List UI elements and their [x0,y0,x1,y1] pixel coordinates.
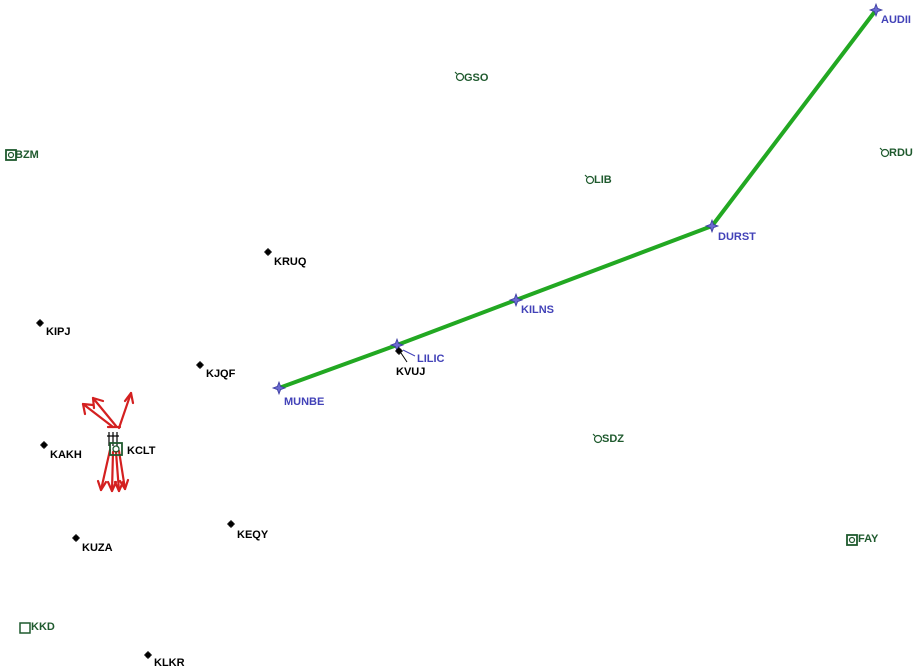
navaid-label: SDZ [602,433,624,445]
airport-kakh[interactable]: KAKH [40,441,82,461]
vor-icon [584,174,595,185]
waypoint-icon [508,292,524,308]
airport-icon [196,361,204,369]
box-icon [19,622,31,634]
waypoint-munbe[interactable]: MUNBE [271,380,324,408]
ndb-box-icon [5,149,17,161]
waypoint-label: MUNBE [284,396,324,408]
navaid-label: GSO [464,72,489,84]
airport-icon [144,651,152,659]
waypoint-label: KILNS [521,304,554,316]
waypoint-label: AUDII [881,14,911,26]
airport-label: KIPJ [46,326,70,338]
airport-icon [395,347,403,355]
navaid-label: KKD [31,621,55,633]
vor-icon [879,147,890,158]
waypoint-label: LILIC [417,353,445,365]
waypoint-lilic[interactable]: LILIC [389,337,445,365]
navaid-label: RDU [889,147,913,159]
airport-label: KAKH [50,449,82,461]
airport-label: KVUJ [396,366,425,378]
airport-kclt[interactable]: KCLT [81,391,156,493]
waypoint-icon [868,2,884,18]
airport-kvuj[interactable]: KVUJ [395,347,425,378]
airport-label: KRUQ [274,256,307,268]
airport-icon [264,248,272,256]
navaid-bzm[interactable]: BZM [5,149,39,161]
waypoint-label: DURST [718,231,756,243]
ndb-box-icon [846,534,858,546]
vor-icon [592,433,603,444]
airport-label: KEQY [237,529,269,541]
airport-klkr[interactable]: KLKR [144,651,185,667]
waypoint-icon [271,380,287,396]
airport-icon [36,319,44,327]
airport-icon [227,520,235,528]
navaid-label: FAY [858,533,879,545]
traffic-arrows [81,391,135,493]
airport-box-icon [109,442,123,456]
waypoint-durst[interactable]: DURST [704,218,756,243]
airport-label: KCLT [127,445,156,457]
leader-line [402,349,416,357]
airport-keqy[interactable]: KEQY [227,520,269,541]
flight-route-line[interactable] [277,8,878,390]
airport-kjqf[interactable]: KJQF [196,361,236,380]
airport-icon [72,534,80,542]
airport-icon [40,441,48,449]
airport-label: KLKR [154,657,185,667]
waypoint-icon [704,218,720,234]
airport-kruq[interactable]: KRUQ [264,248,307,268]
navaid-lib[interactable]: LIB [584,174,612,186]
navaid-gso[interactable]: GSO [454,71,489,84]
airport-label: KUZA [82,542,113,554]
airport-kipj[interactable]: KIPJ [36,319,70,338]
airport-label: KJQF [206,368,236,380]
waypoint-audii[interactable]: AUDII [868,2,911,26]
navaid-label: BZM [15,149,39,161]
waypoint-kilns[interactable]: KILNS [508,292,554,316]
airport-kuza[interactable]: KUZA [72,534,113,554]
navaid-label: LIB [594,174,612,186]
vor-icon [454,71,465,82]
navaid-rdu[interactable]: RDU [879,147,913,159]
navaid-fay[interactable]: FAY [846,533,879,546]
navaid-sdz[interactable]: SDZ [592,433,624,445]
navaid-kkd[interactable]: KKD [19,621,55,634]
leader-line [400,352,408,363]
